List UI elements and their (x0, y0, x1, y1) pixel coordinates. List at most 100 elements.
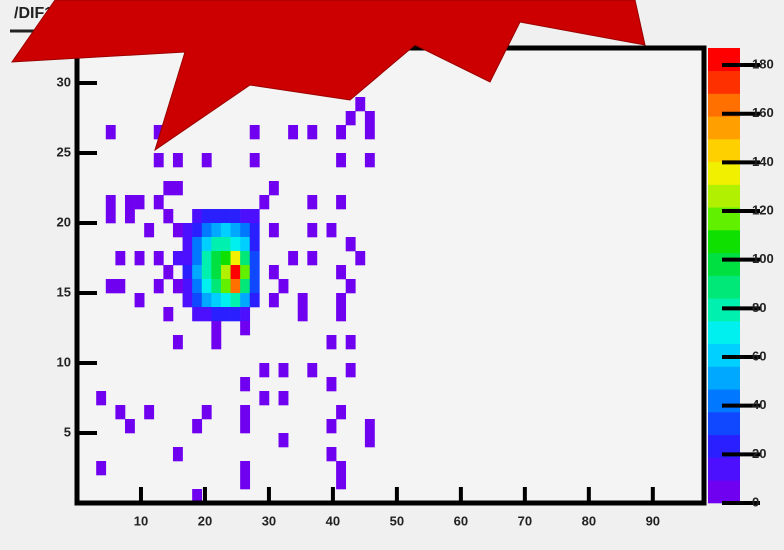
z-tick-label: 20 (752, 446, 766, 461)
cell (231, 307, 241, 321)
cell (240, 279, 250, 293)
colorbar-box (708, 139, 740, 162)
cell (202, 237, 212, 251)
cell (240, 461, 250, 475)
chart: 1020304050607080905101520253002040608010… (0, 0, 784, 550)
cell (183, 237, 193, 251)
cell (115, 251, 125, 265)
cell (240, 209, 250, 223)
cell (250, 237, 260, 251)
cell (106, 279, 116, 293)
cell (183, 251, 193, 265)
cell (125, 195, 135, 209)
cell (355, 97, 365, 111)
cell (327, 223, 337, 237)
cell (279, 391, 289, 405)
cell (307, 223, 317, 237)
cell (307, 125, 317, 139)
cell (125, 209, 135, 223)
cell (173, 223, 183, 237)
z-tick-label: 40 (752, 397, 766, 412)
cell (106, 195, 116, 209)
cell (269, 265, 279, 279)
cell (231, 265, 241, 279)
cell (250, 279, 260, 293)
cell (240, 405, 250, 419)
cell (163, 265, 173, 279)
cell (240, 251, 250, 265)
colorbar-box (708, 253, 740, 276)
cell (154, 279, 164, 293)
cell (250, 265, 260, 279)
cell (106, 125, 116, 139)
x-tick-label: 30 (262, 513, 276, 528)
cell (336, 153, 346, 167)
colorbar-box (708, 367, 740, 390)
x-tick-label: 50 (390, 513, 404, 528)
z-tick-label: 180 (752, 56, 774, 71)
cell (259, 391, 269, 405)
cell (355, 251, 365, 265)
cell (211, 293, 221, 307)
cell (211, 321, 221, 335)
cell (298, 293, 308, 307)
cell (221, 209, 231, 223)
cell (192, 251, 202, 265)
cell (96, 461, 106, 475)
cell (336, 475, 346, 489)
cell (231, 237, 241, 251)
x-tick-label: 80 (582, 513, 596, 528)
y-tick-label: 15 (57, 284, 71, 299)
cell (192, 265, 202, 279)
cell (135, 251, 145, 265)
cell (192, 237, 202, 251)
cell (240, 223, 250, 237)
x-tick-label: 70 (518, 513, 532, 528)
cell (173, 181, 183, 195)
cell (240, 293, 250, 307)
cell (96, 391, 106, 405)
cell (173, 251, 183, 265)
cell (202, 251, 212, 265)
cell (221, 223, 231, 237)
cell (259, 363, 269, 377)
cell (250, 153, 260, 167)
cell (269, 293, 279, 307)
cell (346, 279, 356, 293)
cell (250, 251, 260, 265)
cell (240, 237, 250, 251)
cell (115, 405, 125, 419)
cell (183, 265, 193, 279)
cell (106, 209, 116, 223)
cell (211, 335, 221, 349)
cell (125, 419, 135, 433)
cell (231, 209, 241, 223)
cell (135, 195, 145, 209)
z-tick-label: 60 (752, 348, 766, 363)
z-tick-label: 140 (752, 154, 774, 169)
cell (336, 307, 346, 321)
cell (154, 251, 164, 265)
cell (183, 279, 193, 293)
cell (336, 195, 346, 209)
cell (192, 419, 202, 433)
cell (192, 279, 202, 293)
cell (336, 125, 346, 139)
cell (365, 111, 375, 125)
colorbar-box (708, 480, 740, 503)
cell (240, 377, 250, 391)
cell (346, 111, 356, 125)
z-tick-label: 160 (752, 105, 774, 120)
cell (240, 265, 250, 279)
cell (192, 209, 202, 223)
y-tick-label: 5 (64, 424, 71, 439)
cell (202, 153, 212, 167)
y-tick-label: 25 (57, 144, 71, 159)
cell (346, 363, 356, 377)
cell (192, 307, 202, 321)
cell (221, 307, 231, 321)
z-tick-label: 120 (752, 202, 774, 217)
cell (173, 447, 183, 461)
cell (240, 321, 250, 335)
cell (336, 265, 346, 279)
